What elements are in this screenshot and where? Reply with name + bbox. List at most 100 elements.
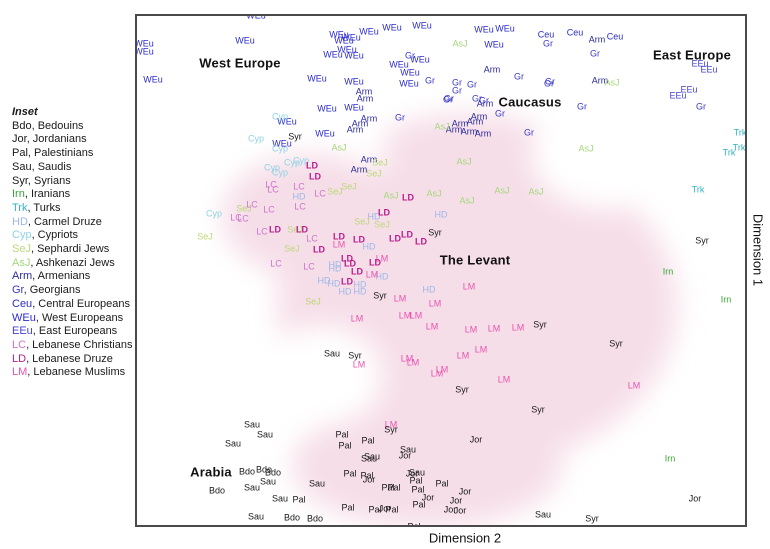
- point-WEu: WEu: [344, 102, 364, 113]
- point-SeJ: SeJ: [236, 203, 252, 214]
- point-LM: LM: [332, 239, 346, 250]
- point-Gr: Gr: [479, 95, 489, 106]
- point-Arm: Arm: [356, 93, 374, 104]
- legend-code: Gr: [12, 284, 24, 297]
- point-WEu: WEu: [277, 116, 297, 127]
- point-WEu: WEu: [344, 76, 364, 87]
- point-LC: LC: [267, 184, 279, 195]
- legend-entry-Bdo: Bdo, Bedouins: [12, 120, 140, 134]
- point-LM: LM: [497, 374, 511, 385]
- point-Syr: Syr: [384, 424, 398, 435]
- point-SeJ: SeJ: [374, 219, 390, 230]
- point-Jor: Jor: [443, 504, 457, 515]
- region-label-west-europe: West Europe: [199, 55, 281, 71]
- point-EEu: EEu: [669, 90, 687, 101]
- point-LD: LD: [402, 192, 414, 203]
- point-WEu: WEu: [399, 78, 419, 89]
- legend-entries: Bdo, Bedouins Jor, Jordanians Pal, Palesti…: [12, 120, 140, 380]
- point-Bdo: Bdo: [255, 464, 273, 475]
- point-Sau: Sau: [243, 419, 261, 430]
- point-WEu: WEu: [344, 50, 364, 61]
- point-WEu: WEu: [334, 35, 354, 46]
- point-Sau: Sau: [224, 438, 242, 449]
- point-Sau: Sau: [534, 509, 552, 520]
- point-Cyp: Cyp: [271, 111, 289, 122]
- point-Trk: Trk: [732, 142, 746, 153]
- legend-name: , Palestinians: [27, 147, 94, 160]
- point-AsJ: AsJ: [426, 188, 442, 199]
- region-label-caucasus: Caucasus: [498, 94, 562, 110]
- point-Arm: Arm: [355, 86, 373, 97]
- point-Gr: Gr: [696, 101, 706, 112]
- point-Arm: Arm: [351, 118, 369, 129]
- point-SeJ: SeJ: [354, 216, 370, 227]
- point-LM: LM: [627, 380, 641, 391]
- point-Gr: Gr: [472, 93, 482, 104]
- point-WEu: WEu: [412, 20, 432, 31]
- point-Irn: Irn: [662, 266, 674, 277]
- point-Sau: Sau: [271, 493, 289, 504]
- legend-name: , Jordanians: [26, 133, 87, 146]
- point-SeJ: SeJ: [366, 168, 382, 179]
- point-Sau: Sau: [308, 478, 326, 489]
- point-LD: LD: [306, 160, 318, 171]
- point-Arm: Arm: [360, 113, 378, 124]
- point-Trk: Trk: [722, 147, 736, 158]
- point-Arm: Arm: [445, 124, 463, 135]
- point-WEu: WEu: [495, 23, 515, 34]
- point-LD: LD: [353, 234, 365, 245]
- legend-name: , Lebanese Druze: [26, 352, 113, 365]
- point-EEu: EEu: [680, 84, 698, 95]
- point-HD: HD: [328, 263, 342, 274]
- point-Arm: Arm: [460, 126, 478, 137]
- legend-code: Irn: [12, 188, 25, 201]
- point-HD: HD: [317, 275, 331, 286]
- point-Cyp: Cyp: [205, 208, 223, 219]
- legend-code: Syr: [12, 174, 28, 187]
- point-HD: HD: [338, 286, 352, 297]
- point-LC: LC: [293, 181, 305, 192]
- legend-name: , Lebanese Muslims: [27, 366, 126, 379]
- point-Ceu: Ceu: [606, 31, 624, 42]
- point-LM: LM: [428, 298, 442, 309]
- point-Gr: Gr: [395, 112, 405, 123]
- point-Gr: Gr: [405, 50, 415, 61]
- point-LC: LC: [303, 261, 315, 272]
- point-Gr: Gr: [443, 94, 453, 105]
- point-Arm: Arm: [470, 111, 488, 122]
- point-LM: LM: [456, 350, 470, 361]
- point-Jor: Jor: [405, 468, 419, 479]
- point-Sau: Sau: [243, 482, 261, 493]
- legend-entry-Cyp: Cyp, Cypriots: [12, 229, 140, 243]
- point-LD: LD: [415, 236, 427, 247]
- point-HD: HD: [362, 241, 376, 252]
- legend-entry-Trk: Trk, Turks: [12, 202, 140, 216]
- point-Arm: Arm: [466, 116, 484, 127]
- point-LC: LC: [256, 226, 268, 237]
- point-HD: HD: [328, 259, 342, 270]
- point-Syr: Syr: [288, 131, 302, 142]
- point-LC: LC: [246, 199, 258, 210]
- point-LM: LM: [406, 357, 420, 368]
- point-Sau: Sau: [360, 453, 378, 464]
- point-Sau: Sau: [247, 511, 265, 522]
- point-Pal: Pal: [381, 482, 395, 493]
- point-WEu: WEu: [323, 49, 343, 60]
- point-AsJ: AsJ: [578, 143, 594, 154]
- legend-name: , Lebanese Christians: [26, 338, 133, 351]
- point-WEu: WEu: [337, 44, 357, 55]
- point-Sau: Sau: [256, 429, 274, 440]
- legend-entry-Ceu: Ceu, Central Europeans: [12, 298, 140, 312]
- legend-name: , Ashkenazi Jews: [30, 256, 115, 269]
- legend-code: AsJ: [12, 256, 31, 269]
- point-Syr: Syr: [428, 227, 442, 238]
- point-Ceu: Ceu: [537, 29, 555, 40]
- point-LC: LC: [294, 201, 306, 212]
- point-AsJ: AsJ: [604, 77, 620, 88]
- point-Arm: Arm: [474, 128, 492, 139]
- point-Bdo: Bdo: [264, 467, 282, 478]
- point-Gr: Gr: [524, 127, 534, 138]
- point-Bdo: Bdo: [306, 513, 324, 524]
- point-HD: HD: [353, 279, 367, 290]
- point-WEu: WEu: [307, 73, 327, 84]
